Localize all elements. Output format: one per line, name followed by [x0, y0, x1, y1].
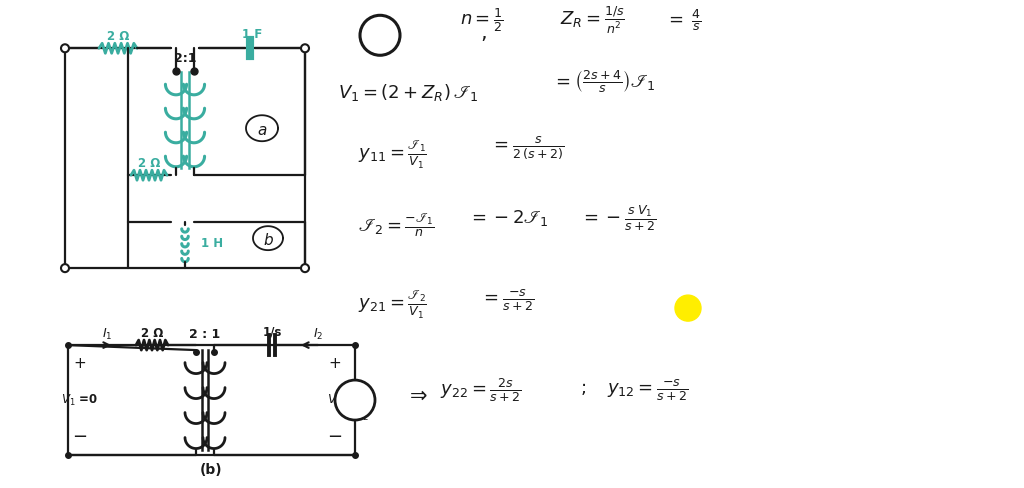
Text: $= \;\frac{4}{s}$: $= \;\frac{4}{s}$ — [665, 7, 702, 33]
Text: 2 Ω: 2 Ω — [106, 30, 129, 43]
Circle shape — [301, 264, 309, 272]
Circle shape — [61, 44, 69, 52]
Text: $I_2$: $I_2$ — [359, 407, 370, 423]
Text: $\Rightarrow$: $\Rightarrow$ — [406, 385, 428, 405]
Circle shape — [335, 380, 375, 420]
Text: $n = \frac{1}{2}$: $n = \frac{1}{2}$ — [460, 6, 504, 34]
Text: $I_1$: $I_1$ — [101, 326, 113, 342]
Text: $V_1$ =0: $V_1$ =0 — [61, 392, 98, 407]
Text: $y_{22} = \frac{2s}{s+2}$: $y_{22} = \frac{2s}{s+2}$ — [440, 376, 522, 404]
Text: $;\quad y_{12} = \frac{-s}{s+2}$: $;\quad y_{12} = \frac{-s}{s+2}$ — [580, 377, 688, 403]
Text: 2:1: 2:1 — [174, 52, 197, 65]
Circle shape — [675, 295, 701, 321]
Text: $V_2$: $V_2$ — [328, 392, 343, 407]
Text: 2 Ω: 2 Ω — [138, 157, 160, 170]
Text: $= \frac{s}{2\,(s+2)}$: $= \frac{s}{2\,(s+2)}$ — [490, 135, 564, 162]
Text: 1 F: 1 F — [242, 28, 262, 41]
Circle shape — [61, 264, 69, 272]
Text: 1 H: 1 H — [201, 237, 223, 250]
Text: $= \frac{-s}{s+2}$: $= \frac{-s}{s+2}$ — [480, 287, 535, 313]
Text: $= -2\mathscr{I}_1$: $= -2\mathscr{I}_1$ — [468, 208, 549, 228]
Text: $V_1 = (2 + Z_R)\,\mathscr{I}_1$: $V_1 = (2 + Z_R)\,\mathscr{I}_1$ — [338, 82, 478, 103]
Text: $y_{21} = \frac{\mathscr{I}_2}{V_1}$: $y_{21} = \frac{\mathscr{I}_2}{V_1}$ — [358, 289, 427, 321]
Text: +: + — [329, 356, 341, 370]
Circle shape — [301, 44, 309, 52]
Text: $y_{11} = \frac{\mathscr{I}_1}{V_1}$: $y_{11} = \frac{\mathscr{I}_1}{V_1}$ — [358, 139, 427, 171]
Circle shape — [360, 15, 400, 55]
Text: (b): (b) — [200, 463, 223, 477]
Text: $= -\frac{s\;V_1}{s+2}$: $= -\frac{s\;V_1}{s+2}$ — [580, 203, 656, 233]
Text: 2 Ω: 2 Ω — [141, 326, 163, 340]
Text: 1/s: 1/s — [262, 325, 282, 339]
Text: −: − — [328, 428, 343, 446]
Text: $I_2$: $I_2$ — [313, 326, 324, 342]
Text: $= \left(\frac{2s+4}{s}\right)\mathscr{I}_1$: $= \left(\frac{2s+4}{s}\right)\mathscr{I… — [552, 69, 655, 95]
Text: −: − — [73, 428, 88, 446]
Text: +: + — [74, 356, 86, 370]
Text: $Z_R = \frac{1/s}{n^2}$: $Z_R = \frac{1/s}{n^2}$ — [560, 4, 625, 36]
Text: ,: , — [480, 23, 486, 43]
Text: S: S — [374, 25, 389, 47]
Text: 2 : 1: 2 : 1 — [189, 327, 220, 341]
Text: b: b — [263, 233, 272, 247]
Text: $\mathscr{I}_2 = \frac{-\mathscr{I}_1}{n}$: $\mathscr{I}_2 = \frac{-\mathscr{I}_1}{n… — [358, 211, 434, 239]
Text: a: a — [257, 122, 266, 138]
